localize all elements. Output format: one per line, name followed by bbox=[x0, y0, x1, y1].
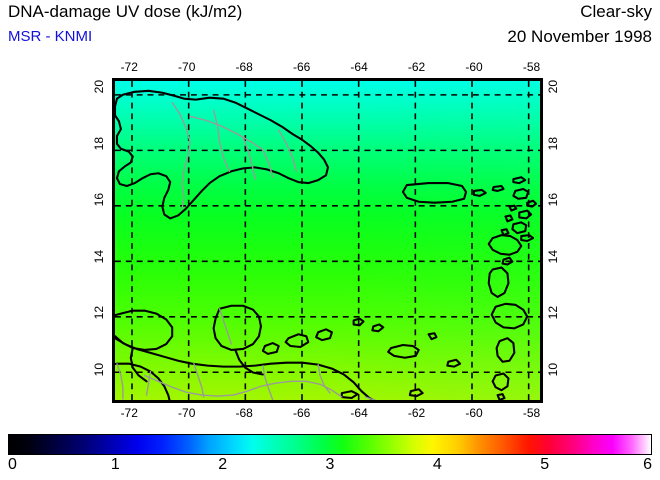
longitude-axis-bottom: -72 -70 -68 -66 -64 -62 -60 -58 bbox=[112, 406, 543, 422]
colorbar-tick-1: 1 bbox=[110, 456, 120, 473]
longitude-tick-top-7: -58 bbox=[522, 60, 541, 74]
colorbar-tick-2: 2 bbox=[218, 456, 228, 473]
latitude-tick-left-2: 16 bbox=[92, 193, 106, 207]
longitude-tick-top-4: -64 bbox=[350, 60, 368, 74]
latitude-tick-right-4: 12 bbox=[546, 306, 560, 320]
longitude-tick-bottom-7: -58 bbox=[522, 406, 541, 420]
longitude-tick-bottom-2: -68 bbox=[235, 406, 253, 420]
colorbar-tick-3: 3 bbox=[325, 456, 335, 473]
longitude-tick-top-3: -66 bbox=[292, 60, 311, 74]
chart-header: DNA-damage UV dose (kJ/m2) MSR - KNMI Cl… bbox=[0, 0, 660, 54]
sky-condition-label: Clear-sky bbox=[580, 2, 652, 21]
latitude-axis-left: 20 18 16 14 12 10 bbox=[92, 78, 110, 403]
latitude-tick-right-5: 10 bbox=[546, 362, 560, 377]
latitude-tick-left-3: 14 bbox=[92, 249, 106, 264]
longitude-tick-bottom-1: -70 bbox=[178, 406, 196, 420]
latitude-tick-right-0: 20 bbox=[546, 80, 560, 94]
longitude-axis-top: -72 -70 -68 -66 -64 -62 -60 -58 bbox=[112, 60, 543, 76]
latitude-tick-right-1: 18 bbox=[546, 136, 560, 150]
colorbar-block: 0 1 2 3 4 5 6 bbox=[8, 434, 652, 476]
longitude-tick-bottom-4: -64 bbox=[350, 406, 368, 420]
longitude-tick-top-6: -60 bbox=[465, 60, 483, 74]
longitude-tick-bottom-3: -66 bbox=[292, 406, 311, 420]
colorbar-tick-labels: 0 1 2 3 4 5 6 bbox=[8, 456, 652, 476]
colorbar-tick-4: 4 bbox=[432, 456, 442, 473]
longitude-tick-bottom-5: -62 bbox=[407, 406, 426, 420]
uv-dose-colorbar bbox=[8, 434, 652, 455]
colorbar-tick-5: 5 bbox=[540, 456, 550, 473]
page-title: DNA-damage UV dose (kJ/m2) bbox=[8, 2, 243, 21]
uv-dose-map bbox=[112, 78, 543, 403]
latitude-tick-left-1: 18 bbox=[92, 136, 106, 150]
longitude-tick-top-0: -72 bbox=[120, 60, 138, 74]
latitude-tick-right-2: 16 bbox=[546, 193, 560, 207]
plot-frame bbox=[112, 78, 543, 403]
longitude-tick-bottom-6: -60 bbox=[465, 406, 483, 420]
colorbar-tick-0: 0 bbox=[8, 456, 17, 473]
latitude-axis-right: 20 18 16 14 12 10 bbox=[546, 78, 564, 403]
date-label: 20 November 1998 bbox=[507, 27, 652, 46]
latitude-tick-left-4: 12 bbox=[92, 306, 106, 320]
latitude-tick-left-0: 20 bbox=[92, 80, 106, 94]
colorbar-tick-6: 6 bbox=[643, 456, 652, 473]
latitude-tick-right-3: 14 bbox=[546, 249, 560, 264]
longitude-tick-top-2: -68 bbox=[235, 60, 253, 74]
longitude-tick-top-1: -70 bbox=[178, 60, 196, 74]
longitude-tick-top-5: -62 bbox=[407, 60, 426, 74]
coastline-overlay bbox=[115, 89, 538, 400]
uv-dose-raster bbox=[115, 81, 540, 400]
data-source-label: MSR - KNMI bbox=[8, 28, 93, 45]
latitude-tick-left-5: 10 bbox=[92, 362, 106, 377]
longitude-tick-bottom-0: -72 bbox=[120, 406, 138, 420]
